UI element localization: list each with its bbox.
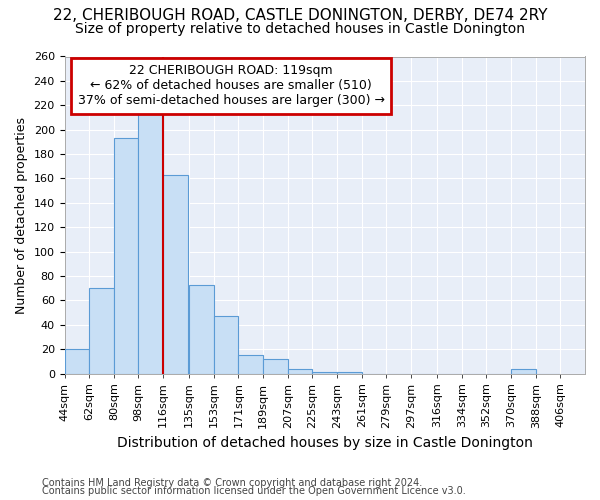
Bar	[214, 316, 238, 374]
Bar	[114, 138, 139, 374]
Bar	[65, 349, 89, 374]
Bar	[288, 368, 313, 374]
Text: 22 CHERIBOUGH ROAD: 119sqm
← 62% of detached houses are smaller (510)
37% of sem: 22 CHERIBOUGH ROAD: 119sqm ← 62% of deta…	[77, 64, 385, 108]
Bar	[263, 359, 288, 374]
Text: Contains public sector information licensed under the Open Government Licence v3: Contains public sector information licen…	[42, 486, 466, 496]
Bar	[238, 355, 263, 374]
Bar	[337, 372, 362, 374]
Bar	[313, 372, 337, 374]
Bar	[139, 114, 163, 374]
Bar	[189, 284, 214, 374]
Y-axis label: Number of detached properties: Number of detached properties	[15, 116, 28, 314]
Bar	[89, 288, 114, 374]
X-axis label: Distribution of detached houses by size in Castle Donington: Distribution of detached houses by size …	[117, 436, 533, 450]
Bar	[511, 368, 536, 374]
Text: Contains HM Land Registry data © Crown copyright and database right 2024.: Contains HM Land Registry data © Crown c…	[42, 478, 422, 488]
Text: Size of property relative to detached houses in Castle Donington: Size of property relative to detached ho…	[75, 22, 525, 36]
Bar	[163, 175, 188, 374]
Text: 22, CHERIBOUGH ROAD, CASTLE DONINGTON, DERBY, DE74 2RY: 22, CHERIBOUGH ROAD, CASTLE DONINGTON, D…	[53, 8, 547, 22]
